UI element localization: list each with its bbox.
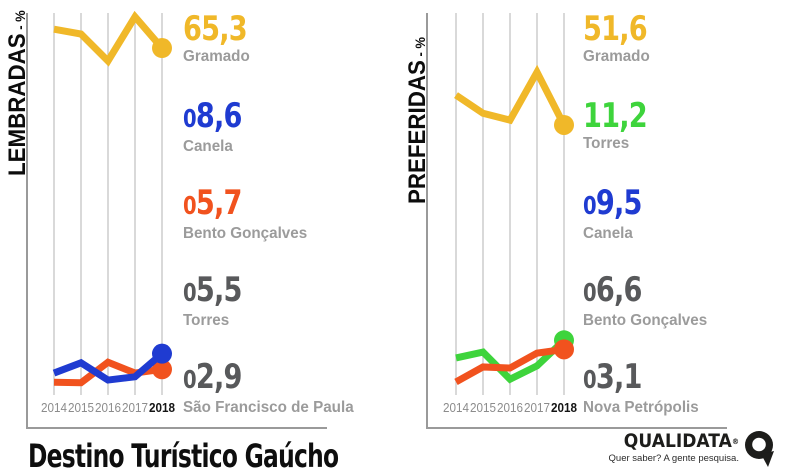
brand-name-text: QUALIDATA — [623, 430, 732, 452]
oldstyle-zero: 0 — [583, 191, 597, 220]
oldstyle-zero: 0 — [583, 365, 597, 394]
oldstyle-zero: 0 — [183, 278, 197, 307]
callout-value: 11,2 — [583, 96, 648, 136]
oldstyle-zero: 0 — [583, 278, 597, 307]
year-label: 2015 — [470, 401, 496, 415]
q-speech-bubble-icon — [745, 431, 774, 467]
series-endpoint-dot — [152, 38, 172, 59]
oldstyle-zero: 0 — [183, 365, 197, 394]
callout-value: 51,6 — [583, 9, 648, 49]
year-label: 2014 — [41, 401, 67, 415]
callout-row: 11,2 Torres — [583, 99, 800, 186]
callout-row: 09,5 Canela — [583, 186, 800, 273]
oldstyle-zero: 0 — [183, 191, 197, 220]
year-label: 2017 — [524, 401, 550, 415]
oldstyle-zero: 0 — [183, 104, 197, 133]
callout-city: Bento Gonçalves — [183, 225, 308, 242]
year-label: 2016 — [497, 401, 523, 415]
callout-city: Gramado — [583, 48, 650, 65]
callout-city: Gramado — [183, 48, 250, 65]
brand-block: QUALIDATA® Quer saber? A gente pesquisa. — [609, 428, 778, 468]
year-label: 2018 — [149, 401, 175, 415]
series-line-canela — [454, 345, 565, 385]
callout-value: 06,6 — [583, 270, 642, 310]
callout-value: 65,3 — [183, 9, 248, 49]
callout-value: 05,7 — [183, 183, 242, 223]
callout-row: 02,9 São Francisco de Paula — [183, 360, 403, 447]
brand-tagline: Quer saber? A gente pesquisa. — [608, 453, 739, 464]
callout-city: Bento Gonçalves — [583, 312, 708, 329]
registered-trademark-symbol: ® — [731, 437, 739, 446]
callout-value: 03,1 — [583, 357, 642, 397]
callout-row: 06,6 Bento Gonçalves — [583, 273, 800, 360]
series-endpoint-dot — [554, 339, 574, 360]
callout-city: Torres — [583, 135, 630, 152]
callout-city: Nova Petrópolis — [583, 399, 699, 416]
callout-row: 08,6 Canela — [183, 99, 403, 186]
year-label: 2014 — [443, 401, 469, 415]
year-label: 2015 — [68, 401, 94, 415]
right-panel-callout-list: 51,6 Gramado 11,2 Torres 09,5 Canela 06,6 Bento… — [583, 12, 800, 447]
callout-row: 05,7 Bento Gonçalves — [183, 186, 403, 273]
callout-city: Canela — [183, 138, 233, 155]
series-line-torres — [455, 337, 567, 384]
main-title: Destino Turístico Gaúcho — [28, 437, 339, 474]
callout-value: 05,5 — [183, 270, 242, 310]
year-label: 2017 — [122, 401, 148, 415]
series-line-gramado — [454, 64, 568, 127]
callout-row: 03,1 Nova Petrópolis — [583, 360, 800, 447]
brand-name: QUALIDATA® — [624, 432, 739, 451]
callout-city: Torres — [183, 312, 230, 329]
series-endpoint-dot — [152, 343, 172, 364]
series-endpoint-dot — [554, 114, 574, 135]
callout-value: 09,5 — [583, 183, 642, 223]
series-endpoint-dot — [152, 359, 172, 380]
callout-row: 65,3 Gramado — [183, 12, 403, 99]
year-label: 2016 — [95, 401, 121, 415]
series-line-gramado — [53, 10, 165, 67]
left-panel-callout-list: 65,3 Gramado 08,6 Canela 05,7 Bento Gonçalves… — [183, 12, 403, 447]
series-line-canela — [52, 350, 165, 384]
year-label: 2018 — [551, 401, 577, 415]
callout-city: Canela — [583, 225, 633, 242]
brand-text-column: QUALIDATA® Quer saber? A gente pesquisa. — [608, 432, 739, 465]
callout-row: 51,6 Gramado — [583, 12, 800, 99]
callout-value: 08,6 — [183, 96, 242, 136]
callout-city: São Francisco de Paula — [183, 399, 354, 416]
callout-row: 05,5 Torres — [183, 273, 403, 360]
callout-value: 02,9 — [183, 357, 242, 397]
